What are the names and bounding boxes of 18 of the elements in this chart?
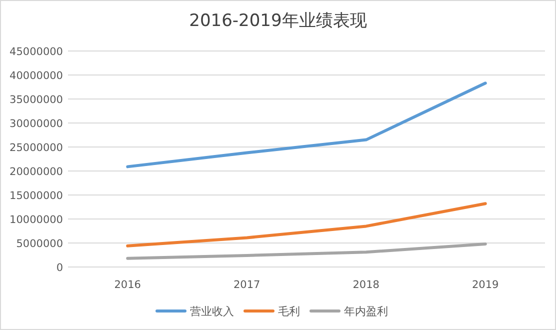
y-tick-label: 40000000 — [10, 70, 63, 82]
legend-label: 毛利 — [278, 305, 300, 318]
x-tick-label: 2017 — [234, 279, 260, 291]
y-tick-label: 20000000 — [10, 166, 63, 178]
x-tick-label: 2018 — [352, 279, 380, 291]
y-tick-label: 25000000 — [10, 142, 63, 154]
y-tick-label: 10000000 — [10, 214, 63, 226]
y-tick-label: 30000000 — [10, 118, 63, 130]
y-tick-label: 15000000 — [10, 190, 63, 202]
y-tick-label: 45000000 — [10, 46, 63, 58]
legend-label: 年内盈利 — [344, 305, 388, 318]
legend-label: 营业收入 — [190, 305, 234, 318]
y-tick-label: 5000000 — [16, 238, 63, 250]
x-tick-label: 2016 — [114, 279, 142, 291]
x-tick-label: 2019 — [472, 279, 499, 291]
chart-title: 2016-2019年业绩表现 — [189, 11, 367, 31]
y-tick-label: 35000000 — [10, 94, 63, 106]
y-tick-label: 0 — [56, 262, 63, 274]
